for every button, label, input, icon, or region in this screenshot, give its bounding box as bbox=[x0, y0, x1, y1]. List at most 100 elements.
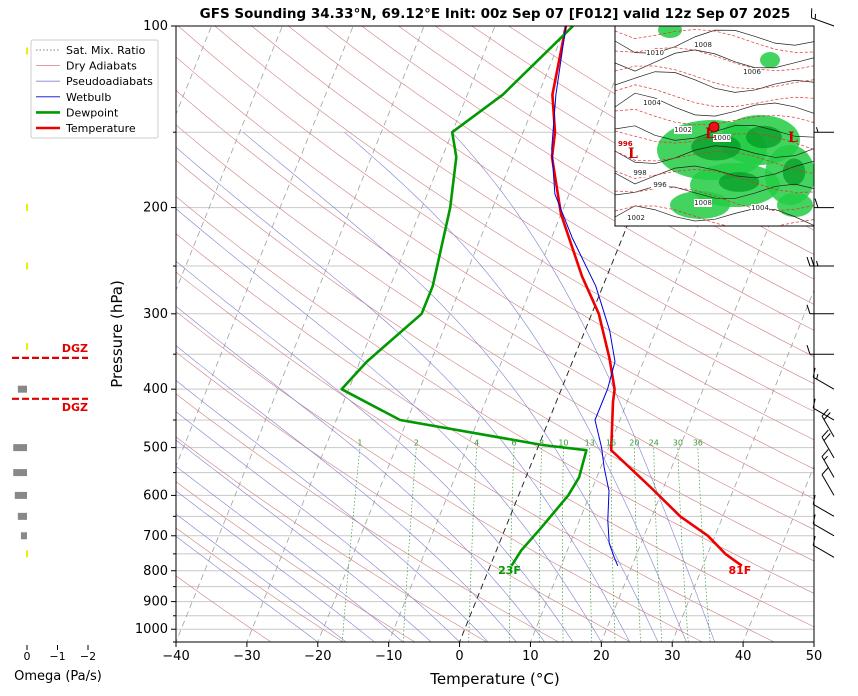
low-pressure-center: L bbox=[788, 130, 798, 146]
wind-barb bbox=[806, 304, 834, 315]
contour-label: 1004 bbox=[643, 99, 661, 107]
wind-barb bbox=[821, 449, 835, 478]
dry-adiabat-line bbox=[324, 26, 814, 331]
omega-tick-label: −1 bbox=[49, 650, 65, 663]
dgz-label: DGZ bbox=[62, 342, 88, 355]
y-tick-label: 900 bbox=[143, 595, 168, 610]
omega-bar bbox=[26, 343, 28, 351]
contour-label: 1006 bbox=[743, 68, 761, 76]
mixing-ratio-label: 16 bbox=[606, 439, 616, 448]
omega-bar bbox=[26, 47, 28, 55]
mixing-ratio-line bbox=[677, 447, 689, 642]
mixing-ratio-label: 13 bbox=[585, 439, 595, 448]
inset-map-content: 1010 1008 1006 1004 1002 1000 998 996 1008 1004 10… bbox=[615, 26, 814, 226]
y-axis-ticks: 100 200 300 400 500 600 700 800 900 1000 bbox=[135, 19, 176, 643]
pseudoadiabat-line bbox=[176, 345, 517, 642]
omega-bar bbox=[20, 532, 27, 540]
wind-barb bbox=[812, 367, 835, 390]
omega-bar bbox=[17, 512, 27, 520]
x-tick-label: −40 bbox=[162, 649, 189, 664]
wind-barb bbox=[821, 429, 835, 459]
contour-label: 1010 bbox=[646, 49, 664, 57]
pseudoadiabat-line bbox=[344, 131, 687, 642]
legend-entry-label: Sat. Mix. Ratio bbox=[66, 44, 146, 57]
isotherm-line bbox=[246, 26, 496, 642]
sounding-traces bbox=[340, 26, 743, 567]
low-pressure-center: L bbox=[705, 126, 715, 142]
x-tick-label: 50 bbox=[806, 649, 823, 664]
pseudoadiabat-line bbox=[176, 146, 630, 642]
contour-label: 1008 bbox=[694, 41, 712, 49]
low-pressure-center: L bbox=[628, 146, 638, 162]
mixing-ratio-line bbox=[562, 447, 564, 642]
zero-isotherm-line bbox=[459, 26, 709, 642]
contour-label: 1002 bbox=[627, 214, 645, 222]
legend-entry-label: Wetbulb bbox=[66, 91, 111, 104]
isotherm-line bbox=[0, 0, 10, 654]
isobar-contour bbox=[615, 145, 814, 164]
precip-area bbox=[760, 52, 780, 68]
precip-area bbox=[658, 26, 682, 38]
surface-dewpoint-label: 23F bbox=[498, 564, 521, 577]
dry-adiabat-line bbox=[176, 351, 631, 642]
isotherm-line bbox=[176, 26, 425, 642]
isobar-contour bbox=[615, 49, 814, 72]
wind-barb bbox=[812, 535, 835, 558]
dry-adiabat-line bbox=[176, 233, 814, 628]
dry-adiabat-line bbox=[288, 26, 814, 358]
y-tick-label: 600 bbox=[143, 488, 168, 503]
mixing-ratio-label: 20 bbox=[629, 439, 639, 448]
contour-label: 998 bbox=[633, 169, 646, 177]
dry-adiabat-line bbox=[214, 26, 814, 412]
zero-degree-isotherm bbox=[459, 26, 709, 642]
omega-bar bbox=[26, 204, 28, 212]
contour-label: 996 bbox=[653, 181, 667, 189]
sounding-location-marker bbox=[708, 121, 720, 133]
dry-adiabat-line bbox=[361, 26, 814, 305]
x-tick-label: −10 bbox=[375, 649, 402, 664]
chart-title: GFS Sounding 34.33°N, 69.12°E Init: 00z … bbox=[200, 6, 791, 22]
series-dewpoint-line bbox=[340, 26, 588, 567]
wind-barb bbox=[810, 8, 835, 27]
inset-map-frame bbox=[614, 25, 815, 227]
precip-core bbox=[782, 158, 806, 186]
pseudoadiabat-line bbox=[176, 260, 574, 642]
mixing-ratio-label: 6 bbox=[512, 439, 517, 448]
x-tick-label: 20 bbox=[593, 649, 610, 664]
dry-adiabat-line bbox=[176, 196, 814, 594]
mixing-ratio-label: 4 bbox=[474, 439, 479, 448]
mixing-ratio-line bbox=[402, 447, 417, 642]
thickness-contour bbox=[615, 169, 814, 193]
omega-panel: 0 −1 −2 DGZ DGZ bbox=[12, 47, 96, 663]
dry-adiabat-line bbox=[251, 26, 814, 385]
wind-barb bbox=[821, 467, 835, 496]
isobar-contour bbox=[615, 92, 814, 117]
mixing-ratio-line bbox=[538, 447, 542, 642]
dry-adiabat-line bbox=[398, 26, 814, 280]
contour-label: 1002 bbox=[674, 126, 692, 134]
isobar-contour bbox=[615, 205, 814, 226]
omega-bar bbox=[13, 469, 27, 477]
isotherm-line bbox=[813, 640, 814, 642]
dry-adiabat-line bbox=[176, 575, 272, 642]
precip-core bbox=[718, 172, 760, 192]
isobar-contour bbox=[615, 160, 814, 185]
pseudoadiabats bbox=[176, 131, 716, 642]
wind-barb bbox=[812, 398, 835, 421]
surface-temperature-label: 81F bbox=[728, 564, 751, 577]
mixing-ratio-lines bbox=[341, 447, 711, 642]
mixing-ratio-label: 24 bbox=[649, 439, 659, 448]
low-center-value: 996 bbox=[618, 140, 633, 148]
isotherm-line bbox=[317, 26, 567, 642]
dgz-label: DGZ bbox=[62, 401, 88, 414]
chart-legend: Sat. Mix. Ratio Dry Adiabats Pseudoadiabat… bbox=[30, 39, 159, 139]
omega-bar bbox=[17, 385, 27, 393]
legend-entry-label: Pseudoadiabats bbox=[66, 75, 153, 88]
thickness-contour bbox=[615, 29, 814, 53]
contour-label: 1008 bbox=[694, 199, 712, 207]
isotherm-line bbox=[671, 288, 814, 642]
pseudoadiabat-line bbox=[176, 380, 489, 642]
y-tick-label: 100 bbox=[143, 19, 168, 34]
legend-entry-label: Temperature bbox=[65, 122, 136, 135]
series-wetbulb-line bbox=[551, 26, 619, 566]
